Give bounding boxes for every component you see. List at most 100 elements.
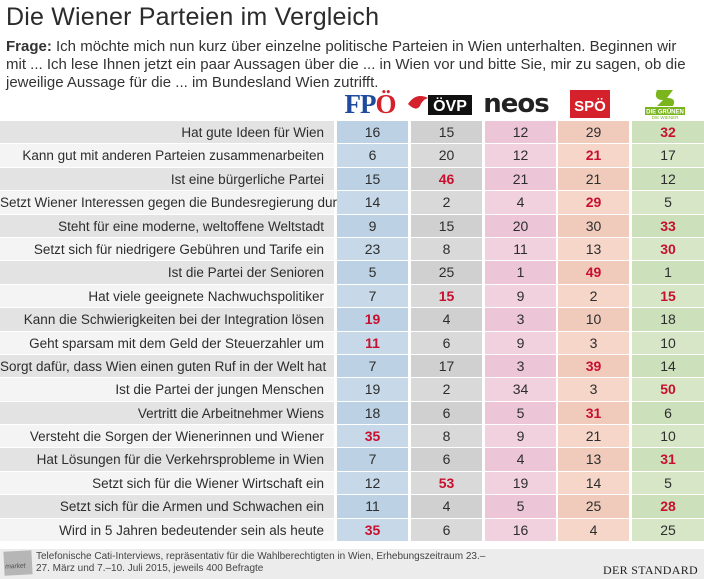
row-label: Hat gute Ideen für Wien (0, 121, 334, 144)
row-label: Hat Lösungen für die Verkehrsprobleme in… (0, 448, 334, 471)
value-cell: 16 (337, 121, 408, 144)
value-cell: 3 (558, 378, 629, 401)
table-row: Steht für eine moderne, weltoffene Welts… (0, 214, 704, 238)
ovp-logo-graphic: ÖVP (408, 95, 472, 115)
value-cell: 21 (558, 144, 629, 167)
value-cell: 25 (411, 261, 482, 284)
svg-text:ÖVP: ÖVP (433, 96, 467, 115)
value-cell: 11 (337, 331, 408, 354)
value-cell: 28 (632, 495, 704, 518)
table-row: Vertritt die Arbeitnehmer Wiens 18 6 5 31 6 (0, 401, 704, 426)
value-cell: 1 (485, 261, 556, 284)
row-label: Steht für eine moderne, weltoffene Welts… (0, 214, 334, 237)
row-label: Setzt sich für die Armen und Schwachen e… (0, 495, 334, 518)
value-cell: 11 (337, 495, 408, 518)
value-cell: 7 (337, 354, 408, 378)
value-cell: 4 (411, 495, 482, 518)
value-cell: 35 (337, 425, 408, 448)
value-cell: 30 (632, 237, 704, 261)
row-label: Sorgt dafür, dass Wien einen guten Ruf i… (0, 354, 334, 378)
value-cell: 3 (558, 331, 629, 354)
table-row: Setzt sich für die Armen und Schwachen e… (0, 495, 704, 519)
value-cell: 21 (558, 425, 629, 448)
value-cell: 8 (411, 237, 482, 261)
question-body: Ich möchte mich nun kurz über einzelne p… (6, 38, 686, 91)
svg-text:DIE WIENER: DIE WIENER (652, 115, 680, 120)
value-cell: 15 (337, 167, 408, 191)
value-cell: 12 (485, 144, 556, 167)
value-cell: 34 (485, 378, 556, 401)
value-cell: 13 (558, 448, 629, 471)
value-cell: 15 (411, 214, 482, 237)
value-cell: 10 (558, 308, 629, 331)
value-cell: 5 (485, 401, 556, 425)
gruene-logo-graphic: DIE GRÜNEN DIE WIENER (645, 90, 685, 120)
gruene-logo: DIE GRÜNEN DIE WIENER (633, 88, 697, 120)
table-row: Versteht die Sorgen der Wienerinnen und … (0, 425, 704, 449)
value-cell: 9 (485, 331, 556, 354)
value-cell: 29 (558, 121, 629, 144)
spo-logo: SPÖ (559, 88, 621, 120)
value-cell: 10 (632, 331, 704, 354)
svg-text:DIE GRÜNEN: DIE GRÜNEN (646, 109, 684, 116)
value-cell: 4 (485, 448, 556, 471)
table-row: Kann die Schwierigkeiten bei der Integra… (0, 308, 704, 332)
row-label: Setzt sich für die Wiener Wirtschaft ein (0, 471, 334, 495)
table-row: Setzt Wiener Interessen gegen die Bundes… (0, 191, 704, 215)
value-cell: 5 (485, 495, 556, 518)
value-cell: 19 (337, 308, 408, 331)
value-cell: 11 (485, 237, 556, 261)
value-cell: 25 (632, 518, 704, 542)
value-cell: 7 (337, 448, 408, 471)
spo-logo-graphic: SPÖ (570, 90, 610, 118)
market-logo: market (3, 550, 33, 576)
value-cell: 6 (411, 448, 482, 471)
value-cell: 32 (632, 121, 704, 144)
market-logo-text: market (5, 562, 26, 571)
row-label: Setzt sich für niedrigere Gebühren und T… (0, 237, 334, 261)
value-cell: 3 (485, 308, 556, 331)
value-cell: 17 (411, 354, 482, 378)
value-cell: 31 (632, 448, 704, 471)
row-label: Ist die Partei der jungen Menschen (0, 378, 334, 401)
value-cell: 5 (632, 471, 704, 495)
value-cell: 6 (411, 401, 482, 425)
row-label: Hat viele geeignete Nachwuchspolitiker (0, 284, 334, 308)
neos-logo: neos (478, 88, 554, 120)
question-text: Frage: Ich möchte mich nun kurz über ein… (6, 38, 696, 92)
value-cell: 6 (337, 144, 408, 167)
value-cell: 2 (411, 378, 482, 401)
row-label: Setzt Wiener Interessen gegen die Bundes… (0, 191, 351, 214)
value-cell: 5 (632, 191, 704, 214)
value-cell: 50 (632, 378, 704, 401)
value-cell: 12 (632, 167, 704, 191)
table-row: Ist eine bürgerliche Partei 15 46 21 21 12 (0, 167, 704, 192)
publisher-name: DER STANDARD (603, 563, 698, 577)
value-cell: 19 (337, 378, 408, 401)
value-cell: 12 (337, 471, 408, 495)
table-row: Ist die Partei der Senioren 5 25 1 49 1 (0, 261, 704, 285)
value-cell: 6 (632, 401, 704, 425)
table-row: Hat viele geeignete Nachwuchspolitiker 7 1… (0, 284, 704, 309)
footer: market Telefonische Cati-Interviews, rep… (0, 549, 704, 579)
value-cell: 15 (411, 284, 482, 308)
row-label: Kann gut mit anderen Parteien zusammenar… (0, 144, 334, 167)
party-logos: FPÖ ÖVP neos SPÖ DIE GRÜNEN DIE WIENER (0, 88, 704, 120)
row-label: Vertritt die Arbeitnehmer Wiens (0, 401, 334, 425)
value-cell: 12 (485, 121, 556, 144)
value-cell: 21 (485, 167, 556, 191)
value-cell: 17 (632, 144, 704, 167)
value-cell: 10 (632, 425, 704, 448)
value-cell: 25 (558, 495, 629, 518)
value-cell: 39 (558, 354, 629, 378)
value-cell: 35 (337, 518, 408, 542)
value-cell: 8 (411, 425, 482, 448)
value-cell: 9 (337, 214, 408, 237)
table-row: Hat Lösungen für die Verkehrsprobleme in… (0, 448, 704, 472)
row-label: Ist eine bürgerliche Partei (0, 167, 334, 191)
row-label: Kann die Schwierigkeiten bei der Integra… (0, 308, 334, 331)
value-cell: 16 (485, 518, 556, 542)
value-cell: 18 (337, 401, 408, 425)
value-cell: 18 (632, 308, 704, 331)
table-row: Kann gut mit anderen Parteien zusammenar… (0, 144, 704, 168)
